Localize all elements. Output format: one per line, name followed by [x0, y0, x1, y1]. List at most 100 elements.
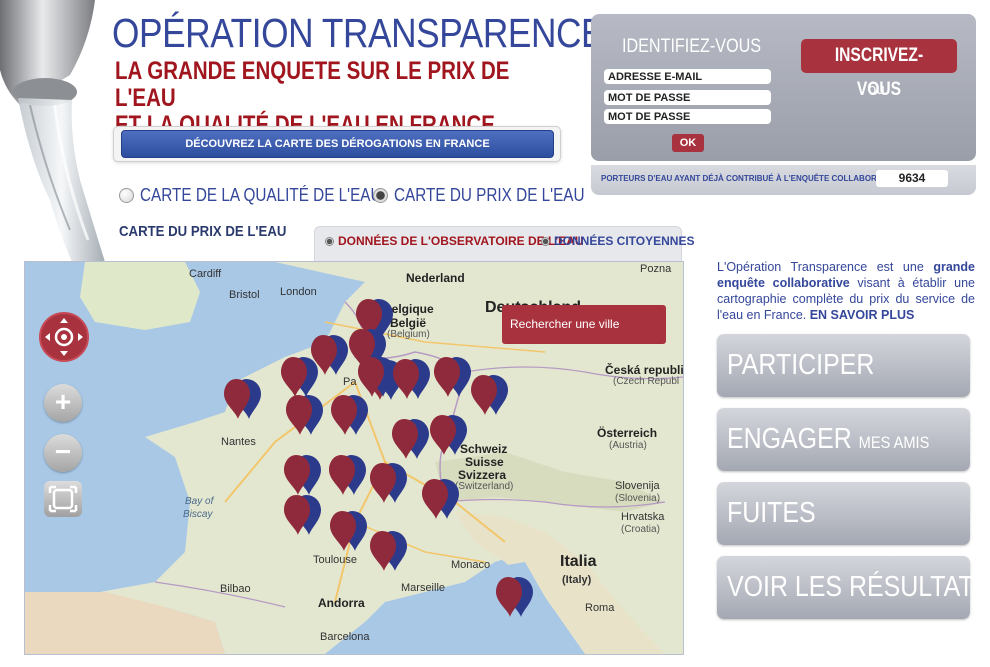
contributors-label: PORTEURS D'EAU AYANT DÉJÀ CONTRIBUÉ À L'…: [601, 174, 900, 183]
map-pin[interactable]: [369, 462, 409, 504]
map-label-hrvatska: Hrvatska: [621, 511, 665, 523]
map-pin[interactable]: [495, 576, 535, 618]
resultats-button[interactable]: VOIR LES RÉSULTATS: [717, 556, 990, 619]
page-title: OPÉRATION TRANSPARENCE :: [112, 10, 623, 56]
map-label-andorra: Andorra: [318, 596, 365, 610]
engager-small-label: MES AMIS: [858, 433, 930, 452]
map-label-slovenia: (Slovenia): [615, 493, 661, 504]
email-field[interactable]: [604, 69, 771, 84]
radio-quality-map[interactable]: CARTE DE LA QUALITÉ DE L'EAU: [119, 184, 424, 206]
source-observatoire-label: DONNÉES DE L'OBSERVATOIRE DE L'EAU: [338, 234, 584, 248]
register-button[interactable]: INSCRIVEZ-VOUS: [801, 39, 957, 100]
map-pin[interactable]: [355, 298, 395, 340]
contributors-count: 9634: [876, 170, 948, 187]
map-pin[interactable]: [223, 378, 263, 420]
map-label-schweiz: Schweiz: [460, 442, 508, 456]
map-pin[interactable]: [470, 374, 510, 416]
map-label-czech: (Czech Republ: [613, 376, 680, 387]
learn-more-link[interactable]: EN SAVOIR PLUS: [809, 308, 915, 322]
map-label-switzerland: (Switzerland): [455, 481, 514, 492]
map-pin[interactable]: [429, 414, 469, 456]
compass-icon: [45, 318, 83, 356]
map-pin[interactable]: [433, 356, 473, 398]
radio-circle-quality[interactable]: [119, 187, 134, 203]
data-source-tab: [314, 226, 682, 263]
map-label-london: London: [280, 286, 317, 298]
map-label-barcelona: Barcelona: [320, 631, 370, 643]
fuites-label: FUITES: [727, 497, 816, 529]
map-pin[interactable]: [280, 356, 320, 398]
derogation-map-button[interactable]: DÉCOUVREZ LA CARTE DES DÉROGATIONS EN FR…: [121, 130, 554, 158]
register-button-label: INSCRIVEZ-VOUS: [834, 45, 924, 100]
map-pin[interactable]: [392, 358, 432, 400]
map-label-italy: (Italy): [562, 574, 592, 586]
fullscreen-button[interactable]: [44, 481, 82, 517]
map-label-poznan: Pozna: [640, 263, 672, 275]
radio-label-price: CARTE DU PRIX DE L'EAU: [394, 184, 585, 205]
map-label-monaco: Monaco: [451, 559, 491, 571]
intro-text: L'Opération Transparence est une grande …: [717, 259, 975, 323]
zoom-in-button[interactable]: +: [44, 384, 82, 422]
map-label-nantes: Nantes: [221, 436, 256, 448]
map-label-austria: (Austria): [609, 440, 647, 451]
radio-price-map[interactable]: CARTE DU PRIX DE L'EAU: [373, 184, 618, 206]
map-label-toulouse: Toulouse: [313, 554, 358, 566]
map-pin[interactable]: [369, 530, 409, 572]
map-label-svizzera: Svizzera: [458, 468, 507, 482]
map-label-cardiff: Cardiff: [189, 268, 222, 280]
subtitle-line-1: LA GRANDE ENQUETE SUR LE PRIX DE L'EAU: [115, 57, 510, 112]
map-label-bay-of: Bay of: [185, 496, 214, 507]
login-panel: [591, 14, 976, 161]
map-pin[interactable]: [391, 418, 431, 460]
source-citoyennes[interactable]: DONNÉES CITOYENNES: [541, 234, 694, 248]
map-pin[interactable]: [283, 494, 323, 536]
map-pin[interactable]: [283, 454, 323, 496]
intro-part1: L'Opération Transparence est une: [717, 260, 934, 274]
source-citoyennes-radio[interactable]: [541, 236, 550, 246]
password-confirm-field[interactable]: [604, 109, 771, 124]
map-pin[interactable]: [357, 356, 397, 398]
map-label-belgique: Belgique: [383, 302, 434, 316]
map-pin[interactable]: [285, 394, 325, 436]
resultats-label: VOIR LES RÉSULTATS: [727, 571, 990, 603]
map-heading: CARTE DU PRIX DE L'EAU: [119, 223, 287, 240]
map-label-italia: Italia: [560, 553, 597, 570]
map-label-croatia: (Croatia): [621, 524, 660, 535]
source-observatoire-radio[interactable]: [325, 236, 334, 246]
map-label-suisse: Suisse: [465, 455, 504, 469]
password-field[interactable]: [604, 90, 771, 105]
search-city-input[interactable]: Rechercher une ville: [502, 305, 666, 344]
participer-label: PARTICIPER: [727, 349, 875, 381]
radio-circle-price[interactable]: [373, 187, 388, 203]
map-label-osterreich: Österreich: [597, 426, 658, 440]
intro-bold: grande enquête collaborative: [717, 260, 975, 290]
participer-button[interactable]: PARTICIPER: [717, 334, 970, 397]
map-terrain: [25, 262, 683, 654]
map-label-marseille: Marseille: [401, 582, 446, 594]
fullscreen-icon: [48, 485, 78, 513]
zoom-out-button[interactable]: −: [44, 434, 82, 472]
fuites-button[interactable]: FUITES: [717, 482, 970, 545]
map-label-roma: Roma: [585, 602, 615, 614]
faucet-illustration: [0, 0, 105, 262]
map-pin[interactable]: [329, 510, 369, 552]
map-pin[interactable]: [310, 334, 350, 376]
price-map[interactable]: Nederland Belgique België (Belgium) Lond…: [24, 261, 684, 655]
map-label-belgie: België: [390, 316, 427, 330]
engager-label: ENGAGER: [727, 423, 852, 455]
login-ok-button[interactable]: OK: [672, 134, 704, 152]
map-pin[interactable]: [328, 454, 368, 496]
map-label-bristol: Bristol: [229, 289, 260, 301]
map-pin[interactable]: [421, 478, 461, 520]
map-pin[interactable]: [330, 394, 370, 436]
map-label-slovenija: Slovenija: [615, 480, 660, 492]
login-title: IDENTIFIEZ-VOUS: [622, 36, 762, 57]
source-citoyennes-label: DONNÉES CITOYENNES: [554, 234, 695, 248]
engager-button[interactable]: ENGAGER MES AMIS: [717, 408, 970, 471]
intro-part2: visant à établir une cartographie complè…: [717, 276, 975, 322]
radio-label-quality: CARTE DE LA QUALITÉ DE L'EAU: [140, 184, 382, 205]
or-label: ou: [868, 81, 885, 98]
source-observatoire[interactable]: DONNÉES DE L'OBSERVATOIRE DE L'EAU: [325, 234, 584, 248]
map-label-bilbao: Bilbao: [220, 583, 251, 595]
pan-control[interactable]: [39, 312, 89, 362]
